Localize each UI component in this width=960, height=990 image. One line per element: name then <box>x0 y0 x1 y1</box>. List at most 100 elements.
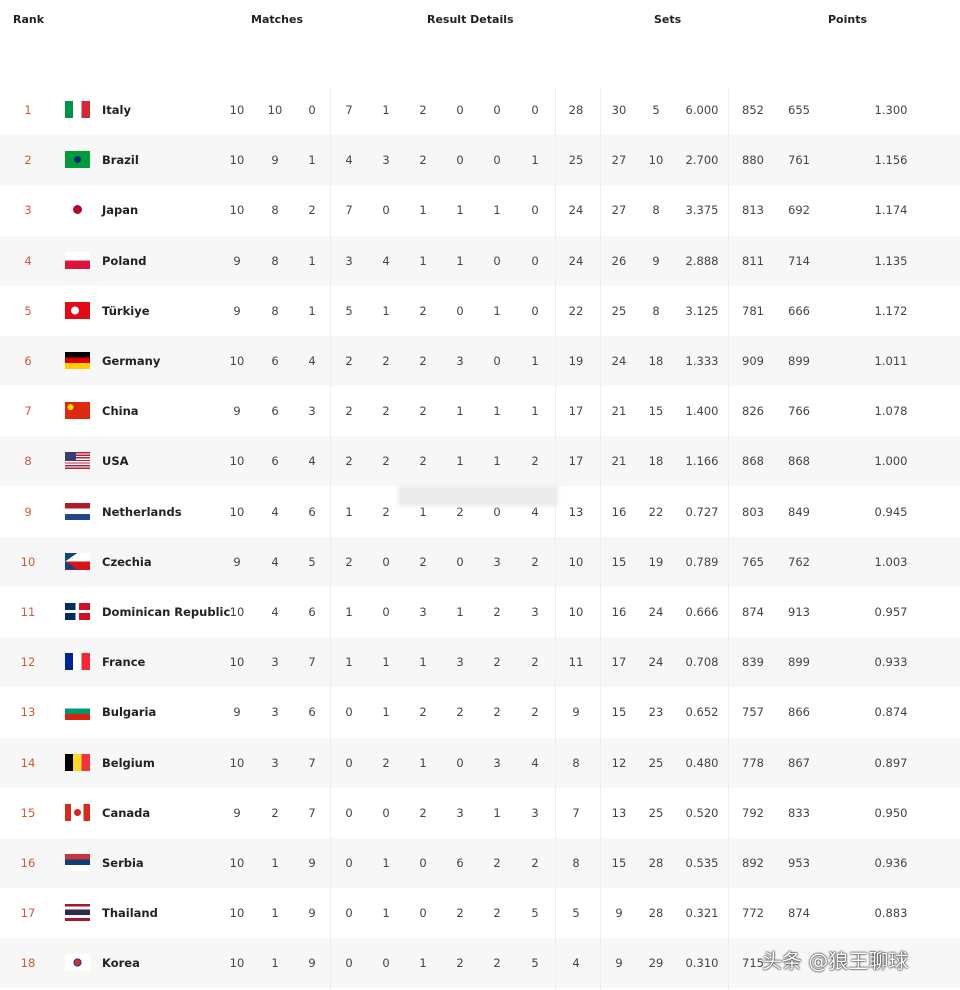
country-name[interactable]: Serbia <box>102 856 144 870</box>
stat-cell: 2 <box>345 554 353 569</box>
stat-cell: 9 <box>652 253 660 268</box>
czechia-flag-icon <box>65 552 90 570</box>
country-name[interactable]: Türkiye <box>102 303 150 318</box>
stat-cell: 6 <box>308 705 316 720</box>
stat-cell: 2 <box>493 906 501 921</box>
table-row[interactable]: 1 Italy 10 10 0 7 1 2 0 0 0 28 30 5 6.000 852 655 1.300 <box>0 85 960 135</box>
rank: 11 <box>20 605 36 619</box>
stat-cell: 766 <box>788 404 810 419</box>
stat-cell: 1 <box>419 203 427 218</box>
stat-cell: 0.727 <box>685 504 719 519</box>
stat-cell: 10 <box>229 605 245 619</box>
stat-cell: 21 <box>611 404 627 419</box>
stat-cell: 0.883 <box>874 906 908 921</box>
table-row[interactable]: 13 Bulgaria 9 3 6 0 1 2 2 2 2 9 15 23 0.652 757 866 0.874 <box>0 687 960 737</box>
table-row[interactable]: 2 Brazil 10 9 1 4 3 2 0 0 1 25 27 10 2.700 880 761 1.156 <box>0 135 960 186</box>
stat-cell: 0.950 <box>874 805 908 820</box>
stat-cell: 757 <box>742 705 764 720</box>
stat-cell: 2 <box>456 956 464 971</box>
table-row[interactable]: 15 Canada 9 2 7 0 0 2 3 1 3 7 13 25 0.520 792 833 0.950 <box>0 788 960 838</box>
stat-cell: 2 <box>308 203 316 218</box>
stat-cell: 0.535 <box>685 856 719 870</box>
table-row[interactable]: 3 Japan 10 8 2 7 0 1 1 1 0 24 27 8 3.375 813 692 1.174 <box>0 185 960 235</box>
thailand-flag-icon <box>65 904 90 922</box>
country-name[interactable]: Bulgaria <box>102 705 157 720</box>
stat-cell: 761 <box>788 153 810 168</box>
table-row[interactable]: 11 Dominican Republic 10 4 6 1 0 3 1 2 3 10 16 24 0.66… <box>0 587 960 637</box>
country-name[interactable]: Japan <box>102 203 139 218</box>
stat-cell: 19 <box>568 354 584 368</box>
stat-cell: 0.957 <box>874 605 908 619</box>
stat-cell: 27 <box>611 153 627 168</box>
stat-cell: 3 <box>456 805 464 820</box>
stat-cell: 778 <box>742 755 764 770</box>
stat-cell: 10 <box>229 454 245 469</box>
country-name[interactable]: Belgium <box>102 755 155 770</box>
header-result-details[interactable]: Result Details <box>427 13 514 26</box>
stat-cell: 10 <box>568 605 584 619</box>
table-row[interactable]: 14 Belgium 10 3 7 0 2 1 0 3 4 8 12 25 0.480 778 867 0.897 <box>0 737 960 788</box>
table-row[interactable]: 10 Czechia 9 4 5 2 0 2 0 3 2 10 15 19 0.789 765 762 1.003 <box>0 536 960 587</box>
stat-cell: 8 <box>652 303 660 318</box>
bulgaria-flag-icon <box>65 703 90 721</box>
stat-cell: 3 <box>271 655 279 670</box>
stat-cell: 3 <box>493 755 501 770</box>
stat-cell: 0.933 <box>874 655 908 670</box>
header-points[interactable]: Points <box>828 13 868 26</box>
stat-cell: 3 <box>456 354 464 368</box>
rank: 6 <box>24 354 32 368</box>
country-name[interactable]: USA <box>102 454 129 469</box>
stat-cell: 0 <box>531 203 539 218</box>
country-name[interactable]: Brazil <box>102 153 139 168</box>
stat-cell: 0 <box>531 303 539 318</box>
stat-cell: 655 <box>788 103 810 117</box>
stat-cell: 17 <box>611 655 627 670</box>
table-row[interactable]: 12 France 10 3 7 1 1 1 3 2 2 11 17 24 0.708 839 899 0.933 <box>0 637 960 688</box>
stat-cell: 1.333 <box>685 354 719 368</box>
header-matches[interactable]: Matches <box>251 13 303 26</box>
stat-cell: 0 <box>456 554 464 569</box>
country-name[interactable]: France <box>102 655 146 670</box>
stat-cell: 9 <box>233 404 241 419</box>
belgium-flag-icon <box>65 753 90 771</box>
country-name[interactable]: Italy <box>102 103 131 117</box>
stat-cell: 2 <box>345 354 353 368</box>
stat-cell: 16 <box>611 504 627 519</box>
stat-cell: 1 <box>531 153 539 168</box>
country-name[interactable]: Poland <box>102 253 147 268</box>
country-name[interactable]: Canada <box>102 805 151 820</box>
country-name[interactable]: Dominican Republic <box>102 605 231 619</box>
stat-cell: 17 <box>568 404 584 419</box>
stat-cell: 868 <box>742 454 764 469</box>
header-sets[interactable]: Sets <box>654 13 682 26</box>
stat-cell: 6 <box>271 354 279 368</box>
stat-cell: 0.945 <box>874 504 908 519</box>
country-name[interactable]: Czechia <box>102 554 152 569</box>
stat-cell: 0 <box>456 755 464 770</box>
country-name[interactable]: Korea <box>102 956 140 971</box>
rank: 10 <box>20 554 36 569</box>
country-name[interactable]: Germany <box>102 354 161 368</box>
table-row[interactable]: 7 China 9 6 3 2 2 2 1 1 1 17 21 15 1.400 826 766 1.078 <box>0 386 960 436</box>
brazil-flag-icon <box>65 151 90 169</box>
country-name[interactable]: China <box>102 404 139 419</box>
stat-cell: 3 <box>531 805 539 820</box>
table-row[interactable]: 6 Germany 10 6 4 2 2 2 3 0 1 19 24 18 1.333 909 899 1.011 <box>0 336 960 386</box>
table-row[interactable]: 17 Thailand 10 1 9 0 1 0 2 2 5 5 9 28 0.321 772 874 0.883 <box>0 888 960 938</box>
table-row[interactable]: 16 Serbia 10 1 9 0 1 0 6 2 2 8 15 28 0.535 892 953 0.936 <box>0 838 960 888</box>
header-rank[interactable]: Rank <box>13 13 45 26</box>
table-row[interactable]: 9 Netherlands 10 4 6 1 2 1 2 0 4 13 16 22 0.727 803 849 0… <box>0 487 960 537</box>
table-row[interactable]: 8 USA 10 6 4 2 2 2 1 1 2 17 21 18 1.166 868 868 1.000 <box>0 436 960 487</box>
stat-cell: 4 <box>345 153 353 168</box>
stat-cell: 0 <box>493 354 501 368</box>
stat-cell: 0 <box>345 805 353 820</box>
stat-cell: 15 <box>648 404 664 419</box>
table-row[interactable]: 18 Korea 10 1 9 0 0 1 2 2 5 4 9 29 0.310 715 <box>0 938 960 989</box>
table-row[interactable]: 4 Poland 9 8 1 3 4 1 1 0 0 24 26 9 2.888 811 714 1.135 <box>0 235 960 286</box>
country-name[interactable]: Thailand <box>102 906 158 921</box>
stat-cell: 2 <box>456 504 464 519</box>
stat-cell: 8 <box>652 203 660 218</box>
table-row[interactable]: 5 Türkiye 9 8 1 5 1 2 0 1 0 22 25 8 3.125 781 666 1.172 <box>0 286 960 336</box>
country-name[interactable]: Netherlands <box>102 504 182 519</box>
stat-cell: 10 <box>229 856 245 870</box>
